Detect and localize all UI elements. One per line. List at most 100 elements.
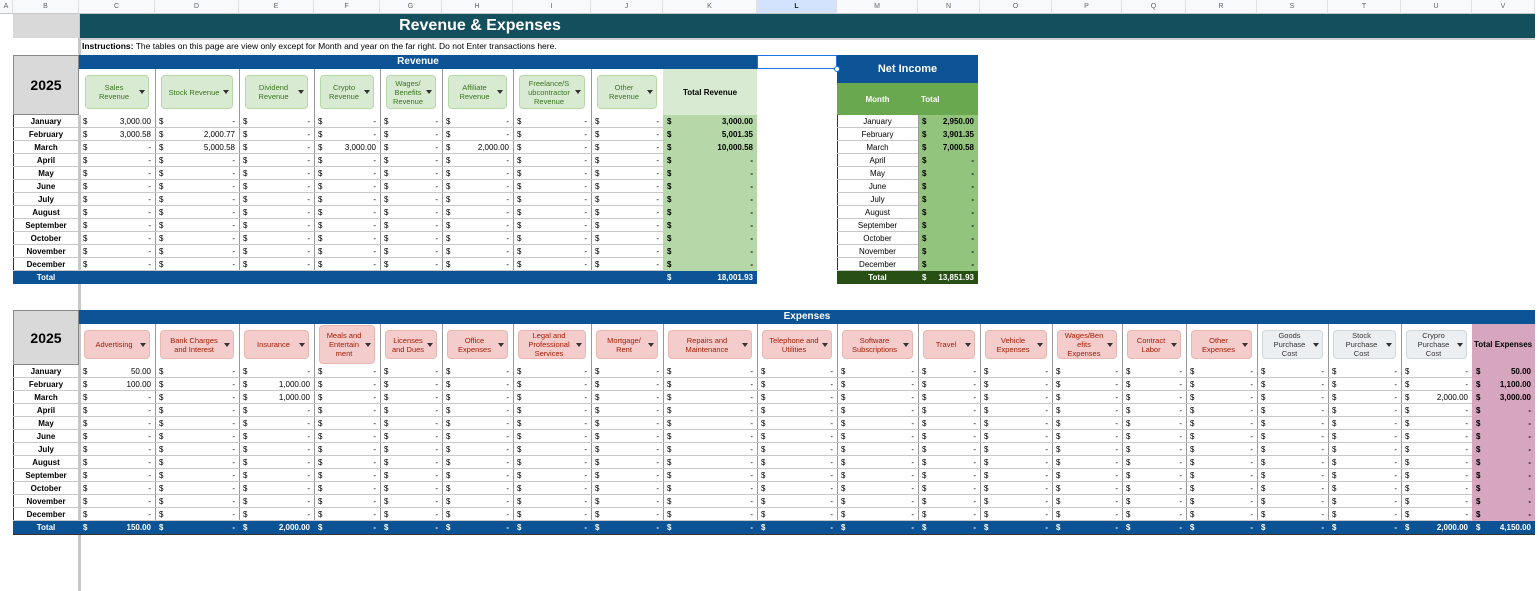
expense-cell[interactable]: $ - (155, 365, 239, 378)
expense-column-total[interactable]: $2,000.00 (239, 521, 314, 534)
revenue-cell[interactable]: $ - (155, 115, 239, 128)
expense-cell[interactable]: $ - (1401, 365, 1472, 378)
column-header-d[interactable]: D (155, 0, 239, 14)
expense-cell[interactable]: $ - (380, 365, 442, 378)
expense-cell[interactable]: $ - (1401, 469, 1472, 482)
net-income-cell[interactable]: $3,901.35 (918, 128, 978, 141)
expense-cell[interactable]: $ - (663, 482, 757, 495)
expense-cell[interactable]: $ - (442, 365, 513, 378)
revenue-filter-chip[interactable]: Freelance/S ubcontractor Revenue (519, 75, 585, 109)
expense-cell[interactable]: $ - (1052, 417, 1122, 430)
expense-cell[interactable]: $ - (314, 495, 380, 508)
expense-cell[interactable]: $ - (442, 508, 513, 521)
expense-filter-chip[interactable]: Office Expenses (447, 330, 508, 359)
expense-cell[interactable]: $ - (1186, 430, 1257, 443)
expense-cell[interactable]: $ - (1186, 469, 1257, 482)
revenue-cell[interactable]: $ - (442, 245, 513, 258)
column-header-n[interactable]: N (918, 0, 980, 14)
expense-cell[interactable]: $ - (155, 469, 239, 482)
revenue-filter-chip[interactable]: Wages/ Benefits Revenue (386, 75, 436, 109)
revenue-year[interactable]: 2025 (30, 77, 62, 93)
expense-cell[interactable]: $ - (757, 365, 837, 378)
revenue-cell[interactable]: $ - (239, 141, 314, 154)
expense-cell[interactable]: $ - (380, 469, 442, 482)
expense-cell[interactable]: $ - (1328, 495, 1401, 508)
expense-cell[interactable]: $ - (757, 495, 837, 508)
revenue-cell[interactable]: $3,000.58 (79, 128, 155, 141)
expense-cell[interactable]: $ - (1328, 404, 1401, 417)
expense-column-total[interactable]: $2,000.00 (1401, 521, 1472, 534)
expense-cell[interactable]: $ - (1186, 443, 1257, 456)
total-revenue-cell[interactable]: $ - (663, 219, 757, 232)
revenue-cell[interactable]: $ - (155, 232, 239, 245)
revenue-cell[interactable]: $ - (155, 180, 239, 193)
revenue-cell[interactable]: $ - (314, 193, 380, 206)
revenue-cell[interactable]: $ - (513, 206, 591, 219)
expense-cell[interactable]: $ - (918, 391, 980, 404)
dropdown-arrow-icon[interactable] (1386, 342, 1392, 347)
expense-cell[interactable]: $ - (239, 365, 314, 378)
expense-cell[interactable]: $ - (513, 495, 591, 508)
expense-filter-chip[interactable]: Crypro Purchase Cost (1406, 330, 1467, 359)
revenue-cell[interactable]: $ - (314, 154, 380, 167)
revenue-cell[interactable]: $ - (239, 128, 314, 141)
net-income-cell[interactable]: $ - (918, 245, 978, 258)
dropdown-arrow-icon[interactable] (742, 342, 748, 347)
expense-cell[interactable]: $ - (591, 391, 663, 404)
revenue-cell[interactable]: $ - (314, 245, 380, 258)
expense-cell[interactable]: $ - (1257, 417, 1328, 430)
expense-column-total[interactable]: $ - (380, 521, 442, 534)
expense-cell[interactable]: $ - (1052, 482, 1122, 495)
expense-cell[interactable]: $ - (663, 404, 757, 417)
expense-cell[interactable]: $ - (513, 417, 591, 430)
revenue-cell[interactable]: $ - (239, 180, 314, 193)
expense-cell[interactable]: $ - (1052, 443, 1122, 456)
expense-cell[interactable]: $ - (837, 495, 918, 508)
revenue-cell[interactable]: $ - (513, 115, 591, 128)
expense-cell[interactable]: $ - (79, 495, 155, 508)
total-revenue-cell[interactable]: $ - (663, 154, 757, 167)
expense-cell[interactable]: $ - (918, 495, 980, 508)
expense-cell[interactable]: $ - (155, 430, 239, 443)
total-expenses-cell[interactable]: $ - (1472, 456, 1535, 469)
expense-cell[interactable]: $ - (513, 508, 591, 521)
revenue-cell[interactable]: $ - (591, 206, 663, 219)
expense-filter-chip[interactable]: Insurance (244, 330, 309, 359)
expense-cell[interactable]: $ - (918, 443, 980, 456)
revenue-cell[interactable]: $ - (79, 206, 155, 219)
revenue-cell[interactable]: $3,000.00 (314, 141, 380, 154)
revenue-cell[interactable]: $ - (239, 245, 314, 258)
revenue-cell[interactable]: $ - (239, 258, 314, 271)
column-header-j[interactable]: J (591, 0, 663, 14)
expense-cell[interactable]: $ - (1186, 482, 1257, 495)
revenue-cell[interactable]: $2,000.77 (155, 128, 239, 141)
expense-cell[interactable]: $ - (1122, 378, 1186, 391)
expense-cell[interactable]: $ - (380, 482, 442, 495)
column-header-u[interactable]: U (1401, 0, 1472, 14)
expense-cell[interactable]: $ - (1328, 482, 1401, 495)
revenue-cell[interactable]: $ - (442, 154, 513, 167)
total-revenue-cell[interactable]: $ - (663, 193, 757, 206)
expense-cell[interactable]: $ - (837, 404, 918, 417)
expense-cell[interactable]: $ - (239, 495, 314, 508)
expense-cell[interactable]: $ - (442, 378, 513, 391)
revenue-cell[interactable]: $ - (380, 245, 442, 258)
expense-cell[interactable]: $ - (980, 456, 1052, 469)
expense-cell[interactable]: $ - (380, 495, 442, 508)
revenue-cell[interactable]: $ - (380, 115, 442, 128)
column-header-o[interactable]: O (980, 0, 1052, 14)
expense-cell[interactable]: $ - (591, 508, 663, 521)
column-header-h[interactable]: H (442, 0, 513, 14)
expense-cell[interactable]: $ - (918, 404, 980, 417)
dropdown-arrow-icon[interactable] (365, 342, 371, 347)
expense-cell[interactable]: $ - (980, 391, 1052, 404)
total-revenue-cell[interactable]: $ - (663, 232, 757, 245)
net-income-grand-total[interactable]: $13,851.93 (918, 271, 978, 284)
expense-cell[interactable]: $ - (442, 495, 513, 508)
expense-filter-chip[interactable]: Wages/Ben efits Expenses (1057, 330, 1117, 359)
expense-cell[interactable]: $ - (1186, 391, 1257, 404)
expense-cell[interactable]: $ - (1122, 443, 1186, 456)
net-income-cell[interactable]: $ - (918, 167, 978, 180)
column-header-v[interactable]: V (1472, 0, 1535, 14)
expense-cell[interactable]: $ - (314, 469, 380, 482)
